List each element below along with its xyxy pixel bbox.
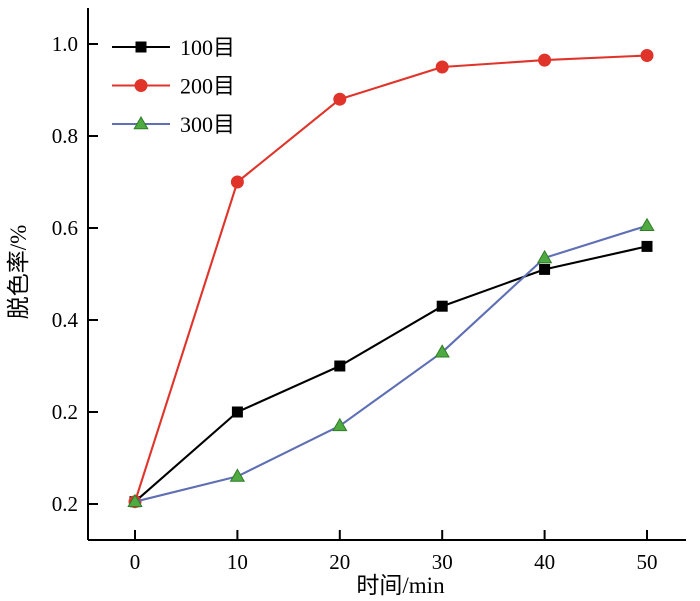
legend-item-1: 100目 — [112, 35, 235, 60]
marker-square — [539, 263, 551, 275]
series-1-square — [129, 240, 653, 508]
marker-triangle — [639, 217, 655, 231]
legend-label: 100目 — [180, 35, 235, 60]
marker-square — [436, 300, 448, 312]
legend-label: 300目 — [180, 112, 235, 137]
marker-triangle — [536, 249, 553, 264]
marker-triangle — [127, 493, 143, 507]
marker-square — [135, 41, 147, 53]
marker-square — [641, 240, 653, 252]
legend-item-2: 200目 — [112, 74, 235, 99]
x-axis-label: 时间/min — [356, 573, 445, 598]
marker-square — [334, 360, 346, 372]
marker-circle — [640, 49, 654, 62]
x-tick-group: 0 10 20 30 40 50 — [130, 530, 658, 574]
y-tick-label: 0.2 — [52, 492, 78, 516]
marker-circle — [134, 79, 148, 92]
y-tick-label: 1.0 — [52, 32, 78, 56]
marker-circle — [333, 92, 347, 106]
marker-circle — [230, 175, 244, 189]
legend-item-3: 300目 — [112, 112, 235, 137]
marker-triangle — [133, 115, 149, 130]
x-tick-label: 0 — [130, 550, 141, 574]
y-tick-group: 1.0 0.8 0.6 0.4 0.2 0.2 — [52, 32, 98, 516]
marker-square — [231, 406, 243, 418]
y-axis-label: 脱色率/% — [6, 225, 31, 320]
x-tick-label: 10 — [227, 550, 248, 574]
legend-label: 200目 — [180, 74, 235, 99]
series-line — [134, 54, 648, 503]
marker-triangle — [332, 417, 348, 432]
y-tick-label: 0.4 — [52, 308, 79, 332]
series-line — [134, 245, 648, 503]
x-tick-label: 40 — [534, 550, 555, 574]
marker-triangle — [229, 468, 246, 482]
marker-circle — [435, 60, 449, 74]
marker-triangle — [434, 344, 450, 358]
series-line — [134, 224, 648, 503]
series-3-triangle — [127, 217, 655, 507]
marker-circle — [538, 53, 552, 67]
y-tick-label: 0.8 — [52, 124, 78, 148]
legend: 100目 200目 300目 — [112, 35, 235, 137]
x-tick-label: 20 — [329, 550, 350, 574]
x-tick-label: 30 — [432, 550, 453, 574]
y-tick-label: 0.6 — [52, 216, 78, 240]
y-tick-label: 0.2 — [52, 400, 78, 424]
x-tick-label: 50 — [637, 550, 658, 574]
